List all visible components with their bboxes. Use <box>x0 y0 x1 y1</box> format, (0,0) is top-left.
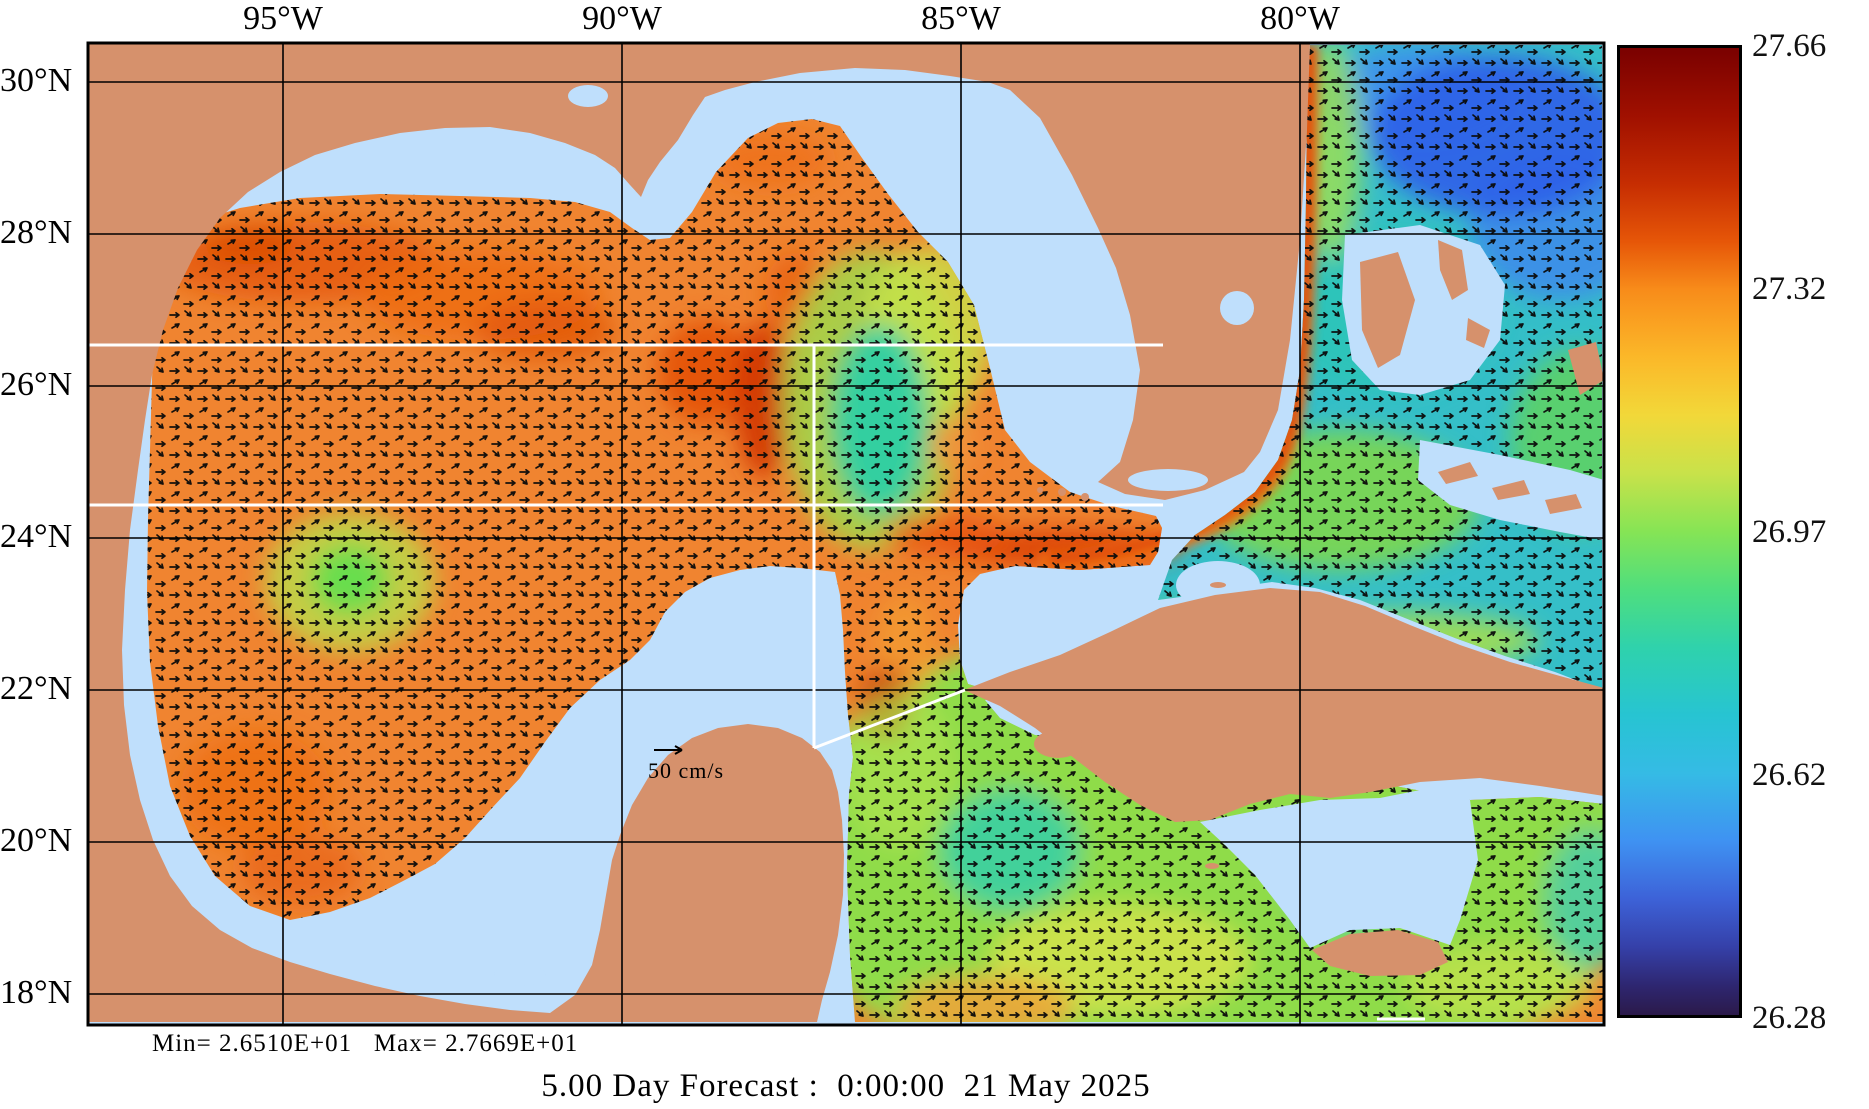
velocity-scale-arrow <box>654 745 683 755</box>
map-frame <box>86 41 1606 1027</box>
land-andros <box>1360 252 1415 368</box>
land-bahama-cay-1 <box>1438 240 1468 300</box>
land-cay-sal <box>1210 582 1226 588</box>
lakes <box>494 85 1254 986</box>
lon-tick-80w: 80°W <box>1260 0 1340 37</box>
plot-title: 5.00 Day Forecast : 0:00:00 21 May 2025 <box>541 1068 1151 1104</box>
lat-tick-26n: 26°N <box>0 366 73 403</box>
cayman-shelf <box>1200 786 1478 948</box>
laguna-de-terminos <box>494 964 546 986</box>
florida-bay <box>1128 469 1208 491</box>
land-isle-of-youth <box>1034 730 1082 758</box>
colorbar <box>1617 45 1742 1018</box>
lon-tick-95w: 95°W <box>243 0 323 37</box>
colorbar-tick-max: 27.66 <box>1752 28 1827 64</box>
land-bahama-cay-4 <box>1492 480 1530 500</box>
lake-pontchartrain <box>568 85 608 107</box>
land-cayman <box>1205 863 1219 869</box>
land-cuba <box>964 588 1604 822</box>
land-key-2 <box>1058 488 1066 496</box>
land-key-3 <box>1037 487 1043 493</box>
land-bahama-cay-2 <box>1466 318 1490 348</box>
land-masses <box>88 43 1604 1022</box>
graticule <box>88 43 1604 1025</box>
land-bahama-cay-5 <box>1545 494 1582 514</box>
land-jamaica <box>1312 930 1448 976</box>
colorbar-tick-3: 26.97 <box>1752 514 1827 550</box>
section-lines <box>88 343 1425 1021</box>
colorbar-tick-2: 27.32 <box>1752 271 1827 307</box>
land-key-1 <box>1081 493 1089 501</box>
lat-tick-30n: 30°N <box>0 62 73 99</box>
land-eleuthera <box>1568 342 1604 395</box>
land-bahama-cay-3 <box>1438 462 1478 484</box>
lat-tick-20n: 20°N <box>0 822 73 859</box>
lake-okeechobee <box>1220 291 1254 325</box>
field-min-max-readout: Min= 2.6510E+01 Max= 2.7669E+01 <box>152 1030 579 1057</box>
velocity-scale-label: 50 cm/s <box>648 758 725 783</box>
colorbar-tick-min: 26.28 <box>1752 1000 1827 1036</box>
land-north-america <box>88 43 1310 1022</box>
lat-tick-28n: 28°N <box>0 214 73 251</box>
lon-tick-85w: 85°W <box>921 0 1001 37</box>
lat-tick-18n: 18°N <box>0 974 73 1011</box>
colorbar-tick-4: 26.62 <box>1752 757 1827 793</box>
lon-tick-90w: 90°W <box>582 0 662 37</box>
lat-tick-24n: 24°N <box>0 518 73 555</box>
lat-tick-22n: 22°N <box>0 670 73 707</box>
